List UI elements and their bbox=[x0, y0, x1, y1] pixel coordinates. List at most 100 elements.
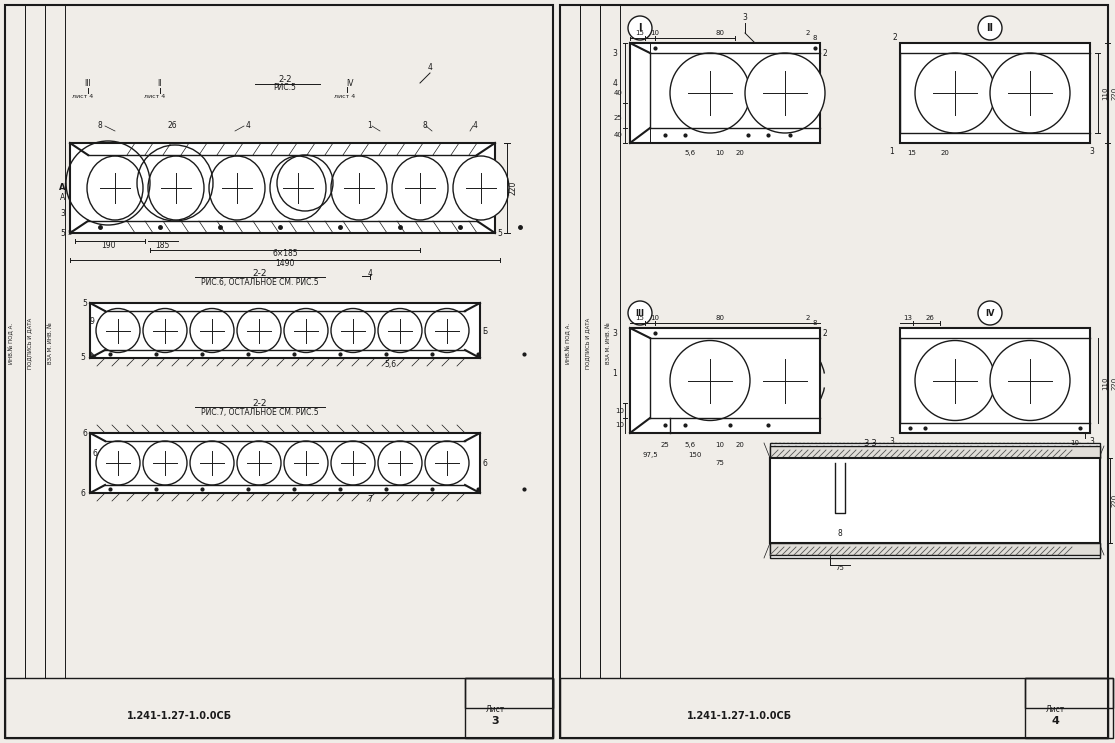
Circle shape bbox=[915, 340, 995, 421]
Ellipse shape bbox=[190, 441, 234, 485]
Text: 6: 6 bbox=[83, 429, 87, 438]
Ellipse shape bbox=[378, 441, 421, 485]
Text: 10: 10 bbox=[1070, 440, 1079, 446]
Text: 220: 220 bbox=[1112, 86, 1115, 100]
Bar bbox=[770, 443, 1101, 458]
Text: 3: 3 bbox=[890, 436, 894, 446]
Text: РИС.6, ОСТАЛЬНОЕ СМ. РИС.5: РИС.6, ОСТАЛЬНОЕ СМ. РИС.5 bbox=[201, 279, 319, 288]
Text: 10: 10 bbox=[615, 422, 624, 428]
Text: II: II bbox=[157, 79, 163, 88]
Text: 110: 110 bbox=[1102, 86, 1108, 100]
Text: 220: 220 bbox=[1112, 377, 1115, 389]
Text: 20: 20 bbox=[941, 150, 950, 156]
Text: 10: 10 bbox=[716, 150, 725, 156]
Text: 40: 40 bbox=[613, 90, 622, 96]
Text: 6×185: 6×185 bbox=[272, 248, 298, 258]
Bar bbox=[770, 458, 1101, 543]
Text: 2: 2 bbox=[806, 30, 811, 36]
Ellipse shape bbox=[190, 308, 234, 352]
Text: 5: 5 bbox=[497, 229, 503, 238]
Text: 1: 1 bbox=[612, 369, 618, 377]
Text: 5,6: 5,6 bbox=[384, 360, 396, 369]
Text: 3: 3 bbox=[1089, 146, 1095, 155]
Circle shape bbox=[978, 301, 1002, 325]
Circle shape bbox=[628, 301, 652, 325]
Ellipse shape bbox=[96, 308, 140, 352]
Text: РИС.5: РИС.5 bbox=[273, 83, 297, 92]
Ellipse shape bbox=[87, 156, 143, 220]
Polygon shape bbox=[770, 543, 1101, 558]
Text: II: II bbox=[987, 23, 993, 33]
Text: 2: 2 bbox=[823, 48, 827, 57]
Ellipse shape bbox=[284, 441, 328, 485]
Text: 25: 25 bbox=[613, 115, 622, 121]
Text: Лист: Лист bbox=[1046, 704, 1065, 713]
Polygon shape bbox=[770, 443, 1101, 458]
Text: 75: 75 bbox=[835, 565, 844, 571]
Text: 2-2: 2-2 bbox=[279, 76, 292, 85]
Bar bbox=[25, 5, 45, 678]
Text: 220: 220 bbox=[508, 181, 517, 195]
Text: 10: 10 bbox=[615, 408, 624, 414]
Bar bbox=[630, 43, 820, 143]
Text: 13: 13 bbox=[903, 315, 912, 321]
Text: 150: 150 bbox=[688, 452, 701, 458]
Text: 3: 3 bbox=[492, 716, 498, 726]
Circle shape bbox=[670, 340, 750, 421]
Text: 5,6: 5,6 bbox=[685, 442, 696, 448]
Circle shape bbox=[745, 53, 825, 133]
Bar bbox=[560, 5, 1108, 738]
Bar bbox=[770, 543, 1101, 558]
Text: 5: 5 bbox=[68, 230, 72, 236]
Text: 110: 110 bbox=[1102, 376, 1108, 390]
Circle shape bbox=[990, 340, 1070, 421]
Text: 15: 15 bbox=[636, 315, 644, 321]
Text: 4: 4 bbox=[368, 268, 372, 277]
Text: 2: 2 bbox=[806, 315, 811, 321]
Text: 40: 40 bbox=[613, 132, 622, 138]
Text: 8: 8 bbox=[813, 320, 817, 326]
Bar bbox=[770, 458, 1101, 543]
Bar bbox=[560, 5, 580, 678]
Text: 8: 8 bbox=[837, 528, 842, 537]
Bar bbox=[45, 5, 65, 678]
Text: 3: 3 bbox=[612, 48, 618, 57]
Ellipse shape bbox=[270, 156, 326, 220]
Text: 1: 1 bbox=[890, 146, 894, 155]
Text: I: I bbox=[638, 23, 642, 33]
Ellipse shape bbox=[425, 308, 469, 352]
Bar bbox=[580, 5, 600, 678]
Ellipse shape bbox=[96, 441, 140, 485]
Text: 5: 5 bbox=[60, 229, 66, 238]
Text: 4: 4 bbox=[473, 120, 477, 129]
Ellipse shape bbox=[148, 156, 204, 220]
Text: 10: 10 bbox=[716, 442, 725, 448]
Text: 4: 4 bbox=[427, 63, 433, 73]
Text: 8: 8 bbox=[98, 122, 103, 131]
Text: 3-3: 3-3 bbox=[863, 438, 876, 447]
Circle shape bbox=[990, 53, 1070, 133]
Polygon shape bbox=[70, 143, 85, 233]
Text: A: A bbox=[60, 193, 66, 203]
Bar bbox=[560, 678, 1108, 738]
Text: 2-2: 2-2 bbox=[253, 398, 268, 407]
Text: 7: 7 bbox=[368, 496, 372, 504]
Text: 3: 3 bbox=[743, 13, 747, 22]
Ellipse shape bbox=[143, 441, 187, 485]
Text: 26: 26 bbox=[925, 315, 934, 321]
Text: IV: IV bbox=[986, 308, 995, 317]
Text: 26: 26 bbox=[167, 120, 177, 129]
Text: 5: 5 bbox=[83, 299, 87, 308]
Ellipse shape bbox=[143, 308, 187, 352]
Bar bbox=[4, 678, 553, 738]
Text: 8: 8 bbox=[423, 120, 427, 129]
Text: 220: 220 bbox=[1112, 494, 1115, 507]
Text: 6: 6 bbox=[80, 488, 86, 498]
Bar bbox=[70, 143, 495, 233]
Ellipse shape bbox=[209, 156, 265, 220]
Text: 190: 190 bbox=[100, 241, 115, 250]
Text: 20: 20 bbox=[736, 150, 745, 156]
Text: 2-2: 2-2 bbox=[253, 268, 268, 277]
Circle shape bbox=[628, 16, 652, 40]
Text: 20: 20 bbox=[736, 442, 745, 448]
